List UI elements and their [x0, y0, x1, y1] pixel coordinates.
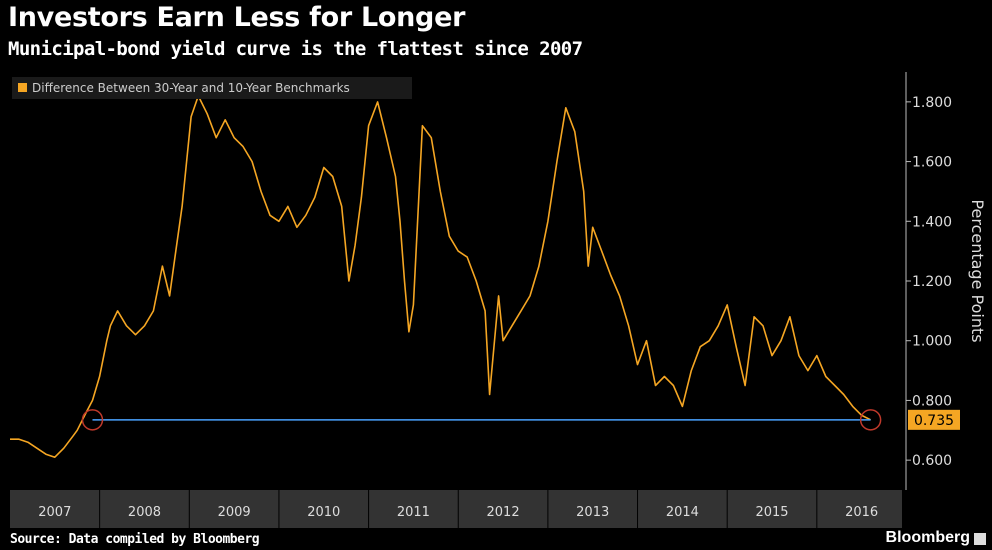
x-tick-label: 2008 — [128, 505, 161, 520]
chart-title: Investors Earn Less for Longer — [8, 2, 466, 33]
legend: Difference Between 30-Year and 10-Year B… — [12, 77, 412, 99]
legend-swatch — [18, 83, 27, 92]
y-axis: 0.600 0.800 1.000 1.200 1.400 1.600 1.800 Perce… — [905, 72, 987, 490]
chart-subtitle: Municipal-bond yield curve is the flatte… — [8, 38, 583, 60]
y-tick-label: 1.000 — [912, 334, 952, 350]
x-tick-label: 2013 — [576, 505, 609, 520]
x-tick-label: 2016 — [845, 505, 878, 520]
x-tick-label: 2010 — [307, 505, 340, 520]
y-tick-label: 1.800 — [912, 95, 952, 111]
y-axis-title: Percentage Points — [968, 199, 987, 342]
y-tick-label: 1.600 — [912, 155, 952, 171]
legend-bg — [12, 77, 412, 99]
source-note: Source: Data compiled by Bloomberg — [10, 532, 260, 547]
x-tick-label: 2014 — [666, 505, 699, 520]
brand-mark-icon — [974, 533, 986, 545]
x-tick-label: 2012 — [487, 505, 520, 520]
brand-logo-text: Bloomberg — [885, 529, 970, 546]
y-tick-label: 0.800 — [912, 393, 952, 409]
value-callout-label: 0.735 — [914, 413, 954, 429]
value-callout-bg — [908, 409, 960, 430]
start-marker-circle — [81, 409, 104, 431]
legend-label: Difference Between 30-Year and 10-Year B… — [32, 81, 350, 95]
y-tick-label: 1.200 — [912, 274, 952, 290]
x-axis-band-bg — [10, 490, 902, 528]
end-marker-circle — [859, 409, 882, 431]
x-axis: 2007 2008 2009 2010 2011 2012 2013 2014 2015 2016 — [38, 490, 878, 528]
series-layer — [10, 95, 871, 459]
x-tick-label: 2011 — [397, 505, 430, 520]
y-tick-label: 0.600 — [912, 453, 952, 469]
x-axis-band — [10, 490, 902, 528]
y-tick-label: 1.400 — [912, 214, 952, 230]
x-tick-label: 2007 — [38, 505, 71, 520]
reference-layer: 0.735 — [81, 409, 960, 431]
x-tick-label: 2009 — [218, 505, 251, 520]
series-line — [10, 95, 871, 459]
x-tick-label: 2015 — [755, 505, 788, 520]
